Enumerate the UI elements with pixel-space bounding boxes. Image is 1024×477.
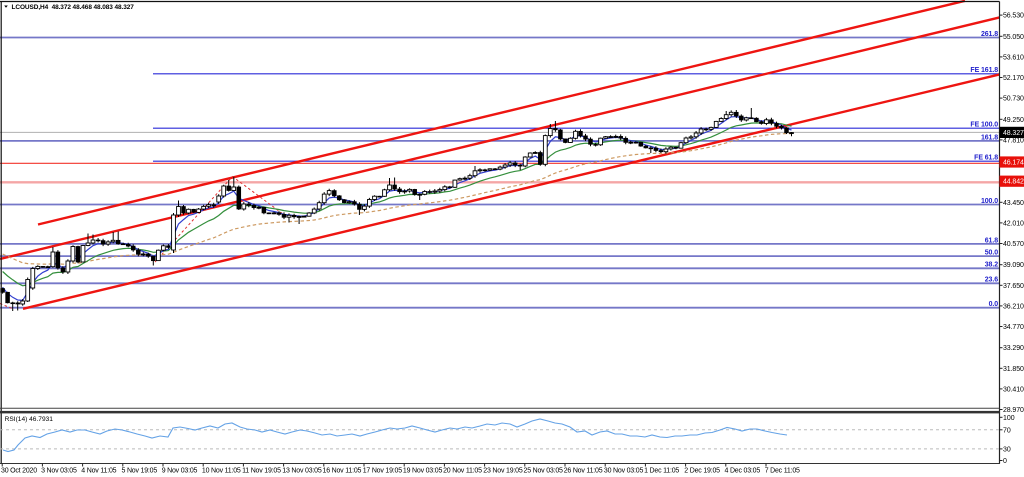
svg-text:30: 30 <box>1003 446 1011 453</box>
svg-text:25 Nov 03:05: 25 Nov 03:05 <box>524 468 564 475</box>
svg-text:FE 61.8: FE 61.8 <box>974 155 998 162</box>
svg-text:44.842: 44.842 <box>1003 179 1024 186</box>
svg-text:19 Nov 03:05: 19 Nov 03:05 <box>403 468 443 475</box>
svg-text:RSI(14) 46.7931: RSI(14) 46.7931 <box>5 416 54 423</box>
svg-text:37.650: 37.650 <box>1003 283 1024 290</box>
svg-text:11 Nov 19:05: 11 Nov 19:05 <box>242 468 281 475</box>
svg-text:0.0: 0.0 <box>989 301 999 308</box>
svg-text:LCOUSD,H4 48.372 48.468 48.08: LCOUSD,H4 48.372 48.468 48.083 48.327 <box>12 4 135 11</box>
svg-text:13 Nov 03:05: 13 Nov 03:05 <box>282 468 322 475</box>
svg-text:0: 0 <box>1003 458 1007 465</box>
svg-text:100.0: 100.0 <box>981 198 998 205</box>
svg-text:5 Nov 19:05: 5 Nov 19:05 <box>122 468 158 475</box>
svg-text:FE 161.8: FE 161.8 <box>970 67 998 74</box>
svg-text:FE 100.0: FE 100.0 <box>970 122 998 129</box>
svg-text:55.050: 55.050 <box>1003 34 1024 41</box>
svg-text:161.8: 161.8 <box>981 134 998 141</box>
svg-text:40.570: 40.570 <box>1003 241 1024 248</box>
svg-text:30 Nov 03:05: 30 Nov 03:05 <box>604 468 644 475</box>
svg-text:17 Nov 19:05: 17 Nov 19:05 <box>363 468 403 475</box>
svg-text:56.530: 56.530 <box>1003 13 1024 20</box>
svg-text:2 Dec 19:05: 2 Dec 19:05 <box>684 468 720 475</box>
svg-text:70: 70 <box>1003 427 1011 434</box>
svg-text:16 Nov 11:05: 16 Nov 11:05 <box>323 468 362 475</box>
svg-text:43.450: 43.450 <box>1003 200 1024 207</box>
svg-text:100: 100 <box>1003 415 1015 422</box>
svg-text:49.250: 49.250 <box>1003 117 1024 124</box>
svg-text:50.0: 50.0 <box>985 250 998 257</box>
svg-text:1 Dec 11:05: 1 Dec 11:05 <box>644 468 679 475</box>
svg-text:30.410: 30.410 <box>1003 386 1024 393</box>
svg-text:61.8: 61.8 <box>985 237 998 244</box>
svg-text:53.610: 53.610 <box>1003 54 1024 61</box>
svg-text:48.327: 48.327 <box>1003 130 1024 137</box>
svg-text:39.090: 39.090 <box>1003 262 1024 269</box>
svg-text:4 Dec 03:05: 4 Dec 03:05 <box>725 468 761 475</box>
svg-text:9 Nov 03:05: 9 Nov 03:05 <box>162 468 198 475</box>
svg-text:23 Nov 19:05: 23 Nov 19:05 <box>483 468 523 475</box>
svg-text:34.770: 34.770 <box>1003 324 1024 331</box>
svg-text:20 Nov 11:05: 20 Nov 11:05 <box>443 468 482 475</box>
svg-text:30 Oct 2020: 30 Oct 2020 <box>1 468 37 475</box>
svg-text:33.290: 33.290 <box>1003 345 1024 352</box>
svg-text:261.8: 261.8 <box>981 31 998 38</box>
svg-text:52.170: 52.170 <box>1003 75 1024 82</box>
svg-text:38.2: 38.2 <box>985 262 998 269</box>
svg-text:7 Dec 11:05: 7 Dec 11:05 <box>765 468 800 475</box>
svg-text:46.174: 46.174 <box>1003 160 1024 167</box>
svg-text:28.970: 28.970 <box>1003 407 1024 414</box>
svg-text:50.730: 50.730 <box>1003 96 1024 103</box>
svg-text:4 Nov 11:05: 4 Nov 11:05 <box>81 468 116 475</box>
svg-text:3 Nov 03:05: 3 Nov 03:05 <box>41 468 77 475</box>
svg-text:26 Nov 11:05: 26 Nov 11:05 <box>564 468 603 475</box>
svg-text:10 Nov 11:05: 10 Nov 11:05 <box>202 468 241 475</box>
svg-text:23.6: 23.6 <box>985 277 998 284</box>
svg-text:47.810: 47.810 <box>1003 137 1024 144</box>
svg-text:31.850: 31.850 <box>1003 366 1024 373</box>
svg-text:42.010: 42.010 <box>1003 220 1024 227</box>
svg-text:36.210: 36.210 <box>1003 303 1024 310</box>
